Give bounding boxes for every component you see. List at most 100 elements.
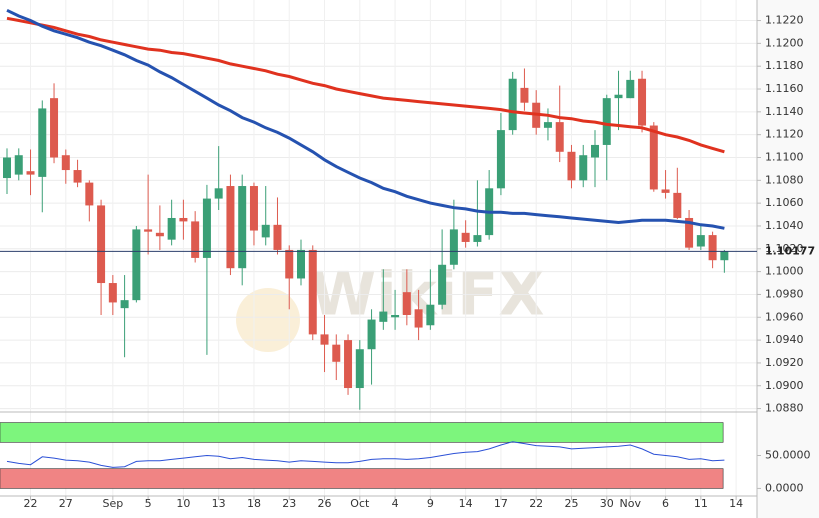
candle-body — [426, 304, 435, 326]
candle-body — [108, 283, 117, 303]
candle-body — [273, 224, 282, 250]
x-tick-label: 25 — [564, 497, 578, 510]
candle-body — [85, 182, 94, 206]
candle-body — [73, 170, 82, 183]
candle-body — [391, 314, 400, 318]
x-tick-label: 30 — [600, 497, 614, 510]
x-tick-label: 23 — [282, 497, 296, 510]
candle-body — [696, 235, 705, 247]
x-tick-label: Sep — [102, 497, 123, 510]
y-tick-label: 1.0940 — [765, 333, 804, 346]
candle-body — [367, 319, 376, 350]
candle-body — [673, 192, 682, 218]
candle-body — [61, 155, 70, 171]
x-tick-label: 10 — [176, 497, 190, 510]
candle-body — [473, 235, 482, 242]
x-tick-label: 9 — [427, 497, 434, 510]
candle-body — [402, 292, 411, 315]
y-tick-label: 1.1020 — [765, 242, 804, 255]
candle-body — [38, 108, 47, 177]
candle-body — [638, 78, 647, 126]
y-tick-label: 1.0980 — [765, 287, 804, 300]
candle-body — [543, 122, 552, 128]
candle-body — [50, 98, 59, 158]
candle-body — [238, 186, 247, 269]
candle-body — [179, 217, 188, 222]
candle-body — [438, 264, 447, 305]
y-tick-label: 1.1120 — [765, 128, 804, 141]
y-tick-label: 1.1140 — [765, 105, 804, 118]
candle-body — [508, 78, 517, 131]
x-tick-label: 14 — [459, 497, 473, 510]
candle-body — [308, 249, 317, 335]
y-tick-label: 0.0000 — [765, 481, 804, 494]
x-tick-label: 6 — [662, 497, 669, 510]
candle-body — [602, 98, 611, 145]
moving-average-line — [6, 8, 725, 230]
y-tick-label: 1.1220 — [765, 14, 804, 27]
candle-body — [249, 186, 258, 231]
candle-body — [26, 171, 35, 175]
x-tick-label: Nov — [620, 497, 642, 510]
y-tick-label: 1.0960 — [765, 310, 804, 323]
candle-body — [132, 229, 141, 301]
candle-body — [626, 79, 635, 99]
candle-body — [332, 344, 341, 362]
candle-body — [449, 229, 458, 265]
y-tick-label: 1.1200 — [765, 36, 804, 49]
indicator-line — [6, 441, 725, 468]
y-tick-label: 1.1080 — [765, 173, 804, 186]
x-tick-label: 22 — [529, 497, 543, 510]
x-tick-label: 22 — [24, 497, 38, 510]
candle-body — [496, 130, 505, 189]
y-tick-label: 1.0920 — [765, 356, 804, 369]
last-price-label: 1.10177 — [765, 244, 815, 257]
candle-body — [191, 221, 200, 258]
x-tick-label: 4 — [392, 497, 399, 510]
candle-body — [202, 198, 211, 258]
candle-body — [167, 217, 176, 240]
candle-body — [649, 125, 658, 190]
candle-body — [226, 186, 235, 269]
watermark-logo — [236, 288, 300, 352]
candle-body — [708, 235, 717, 261]
axis-area — [757, 0, 819, 518]
candle-body — [14, 155, 23, 175]
candle-body — [720, 251, 729, 261]
y-tick-label: 1.1160 — [765, 82, 804, 95]
candle-body — [297, 249, 305, 279]
x-tick-label: 11 — [694, 497, 708, 510]
indicator-zone — [0, 422, 724, 443]
candle-body — [685, 217, 694, 248]
candle-body — [355, 349, 364, 389]
y-tick-label: 1.0900 — [765, 379, 804, 392]
candle-body — [520, 87, 529, 103]
y-tick-label: 1.1060 — [765, 196, 804, 209]
candle-body — [120, 300, 129, 309]
candle-body — [614, 94, 623, 99]
candle-body — [461, 232, 470, 242]
candle-body — [661, 189, 670, 193]
candle-body — [344, 340, 353, 389]
candle-body — [379, 311, 388, 322]
x-tick-label: 17 — [494, 497, 508, 510]
candle-body — [320, 334, 329, 345]
candle-body — [555, 122, 564, 152]
x-tick-label: 14 — [729, 497, 743, 510]
x-tick-label: 27 — [59, 497, 73, 510]
x-tick-label: 26 — [318, 497, 332, 510]
x-tick-label: 13 — [212, 497, 226, 510]
candle-body — [579, 155, 588, 181]
x-tick-label: 18 — [247, 497, 261, 510]
watermark: WikiFX — [0, 0, 757, 496]
candle-body — [285, 249, 294, 279]
y-tick-label: 1.1100 — [765, 150, 804, 163]
candle-body — [414, 309, 423, 328]
candle-body — [144, 229, 153, 232]
candle-body — [97, 205, 106, 284]
y-tick-label: 1.1000 — [765, 265, 804, 278]
y-tick-label: 1.1040 — [765, 219, 804, 232]
indicator-zone — [0, 468, 724, 489]
candle-body — [3, 157, 11, 179]
